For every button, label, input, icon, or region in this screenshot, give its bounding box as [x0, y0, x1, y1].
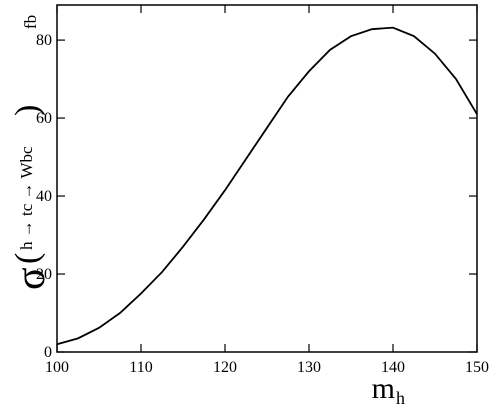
x-label-sub: h — [396, 388, 405, 408]
x-tick-label: 150 — [465, 359, 489, 376]
y-label-process: h → tc → Wbc — [17, 146, 36, 250]
y-tick-label: 20 — [36, 266, 52, 283]
y-tick-label: 0 — [44, 344, 52, 361]
x-tick-label: 130 — [297, 359, 321, 376]
x-tick-label: 120 — [213, 359, 237, 376]
x-tick-label: 110 — [129, 359, 152, 376]
y-label: σ ( h → tc → Wbc ) — [8, 105, 54, 290]
plot-frame — [56, 4, 478, 353]
x-tick-label: 140 — [381, 359, 405, 376]
y-label-symbol: σ — [8, 267, 54, 290]
line — [56, 26, 478, 346]
y-tick-label: 60 — [36, 110, 52, 127]
y-tick-label: 80 — [36, 32, 52, 49]
x-label: m — [372, 372, 395, 405]
y-tick-label: 40 — [36, 188, 52, 205]
y-label-paren: ( — [9, 253, 46, 264]
y-unit: fb — [21, 15, 40, 29]
x-tick-label: 100 — [45, 359, 69, 376]
y-label-paren: ) — [9, 105, 46, 116]
